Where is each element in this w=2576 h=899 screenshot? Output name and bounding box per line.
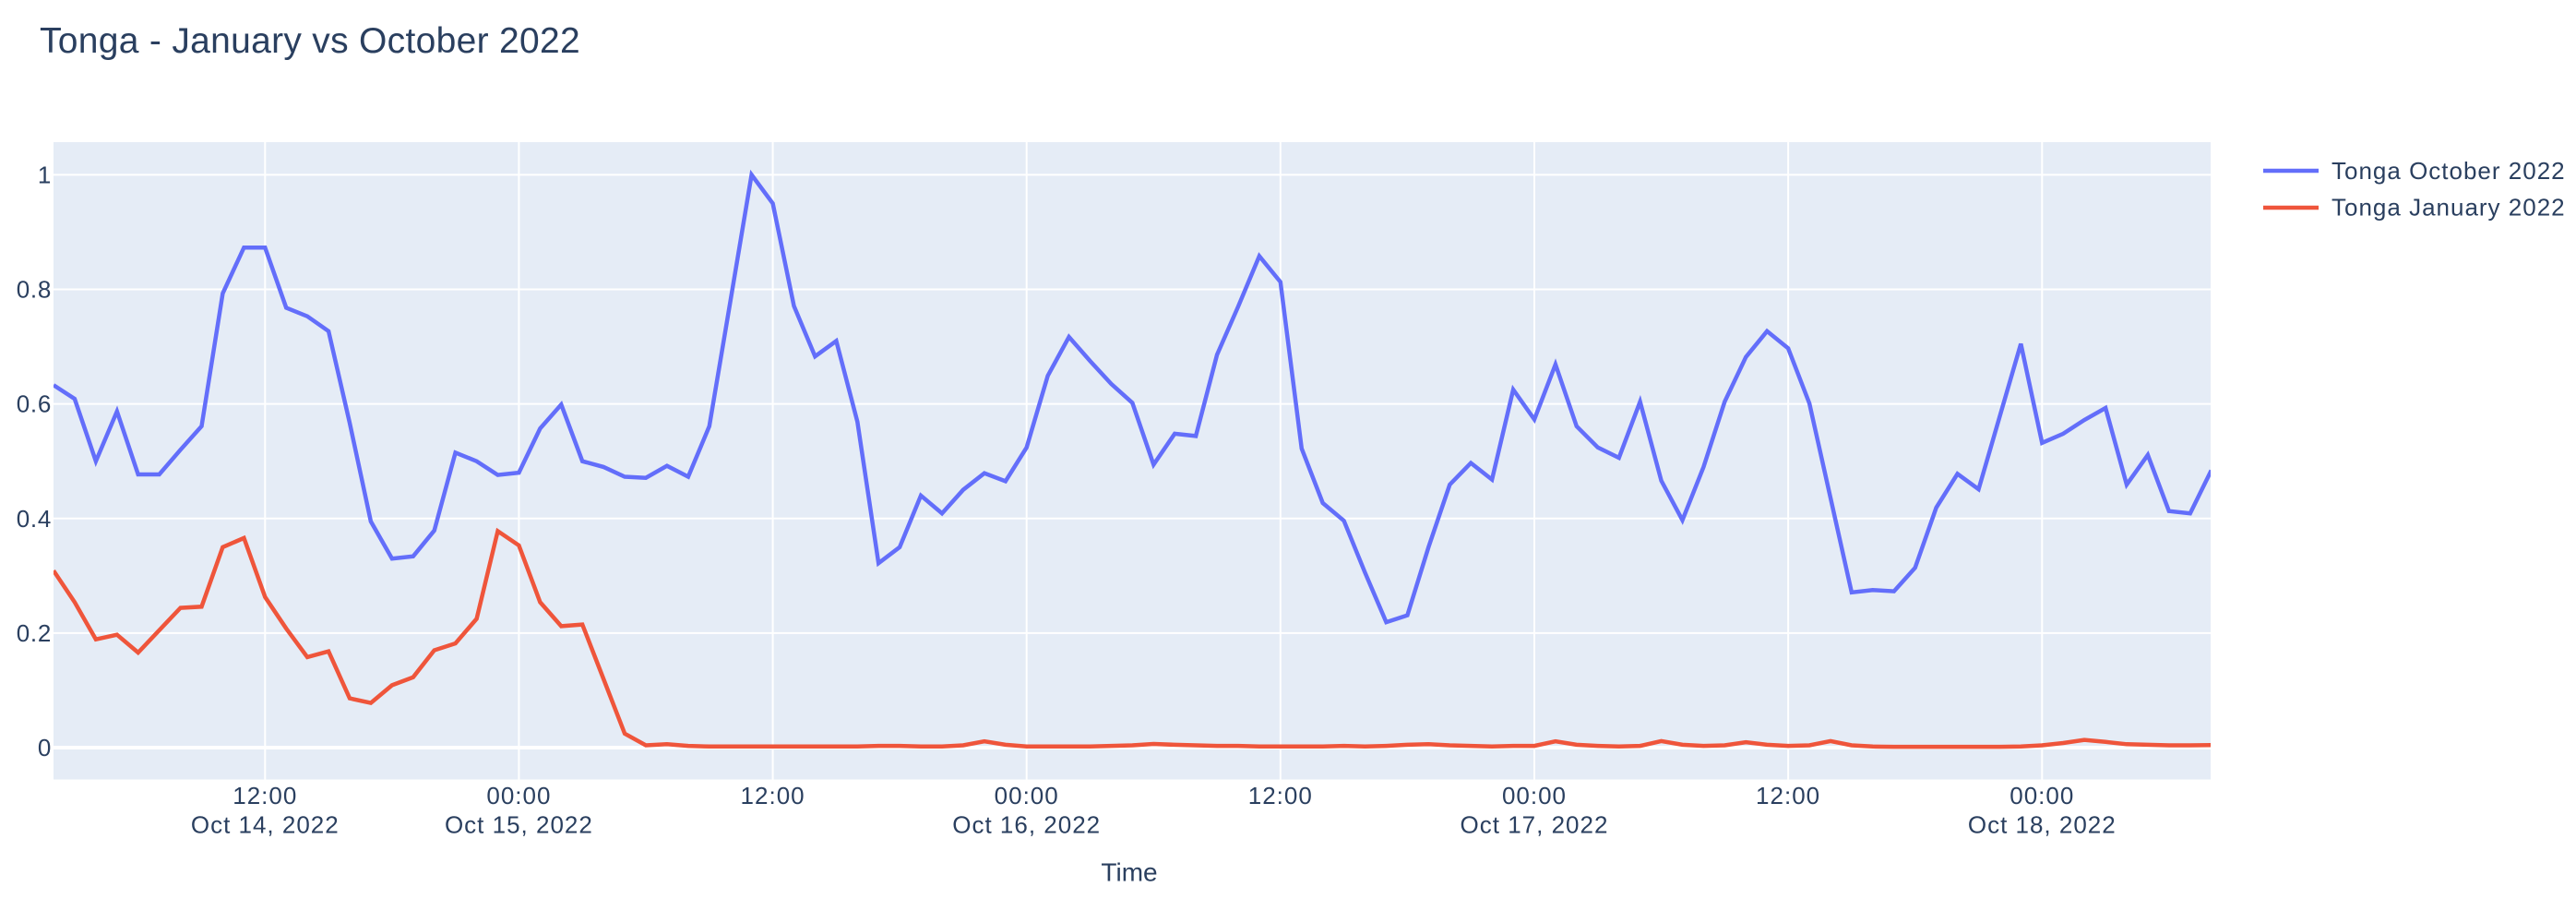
svg-text:Time: Time [1101,858,1157,887]
svg-text:Oct 15, 2022: Oct 15, 2022 [445,811,593,839]
svg-text:00:00: 00:00 [2010,782,2074,809]
svg-text:Oct 14, 2022: Oct 14, 2022 [191,811,340,839]
svg-text:0.8: 0.8 [17,276,52,304]
svg-text:Oct 17, 2022: Oct 17, 2022 [1461,811,1609,839]
svg-text:12:00: 12:00 [1248,782,1313,809]
svg-text:Tonga January 2022: Tonga January 2022 [2332,194,2566,222]
svg-text:12:00: 12:00 [1756,782,1820,809]
svg-text:Tonga - January vs October 202: Tonga - January vs October 2022 [40,21,580,61]
svg-text:00:00: 00:00 [1502,782,1567,809]
svg-text:00:00: 00:00 [995,782,1059,809]
svg-text:0.4: 0.4 [17,505,52,533]
svg-text:12:00: 12:00 [741,782,805,809]
svg-text:Tonga October 2022: Tonga October 2022 [2332,157,2566,185]
svg-text:00:00: 00:00 [486,782,551,809]
svg-text:0: 0 [38,734,52,761]
svg-text:Oct 18, 2022: Oct 18, 2022 [1968,811,2117,839]
svg-text:12:00: 12:00 [233,782,297,809]
svg-text:1: 1 [38,161,52,188]
svg-text:0.2: 0.2 [17,619,52,647]
svg-text:0.6: 0.6 [17,390,52,418]
svg-text:Oct 16, 2022: Oct 16, 2022 [952,811,1101,839]
